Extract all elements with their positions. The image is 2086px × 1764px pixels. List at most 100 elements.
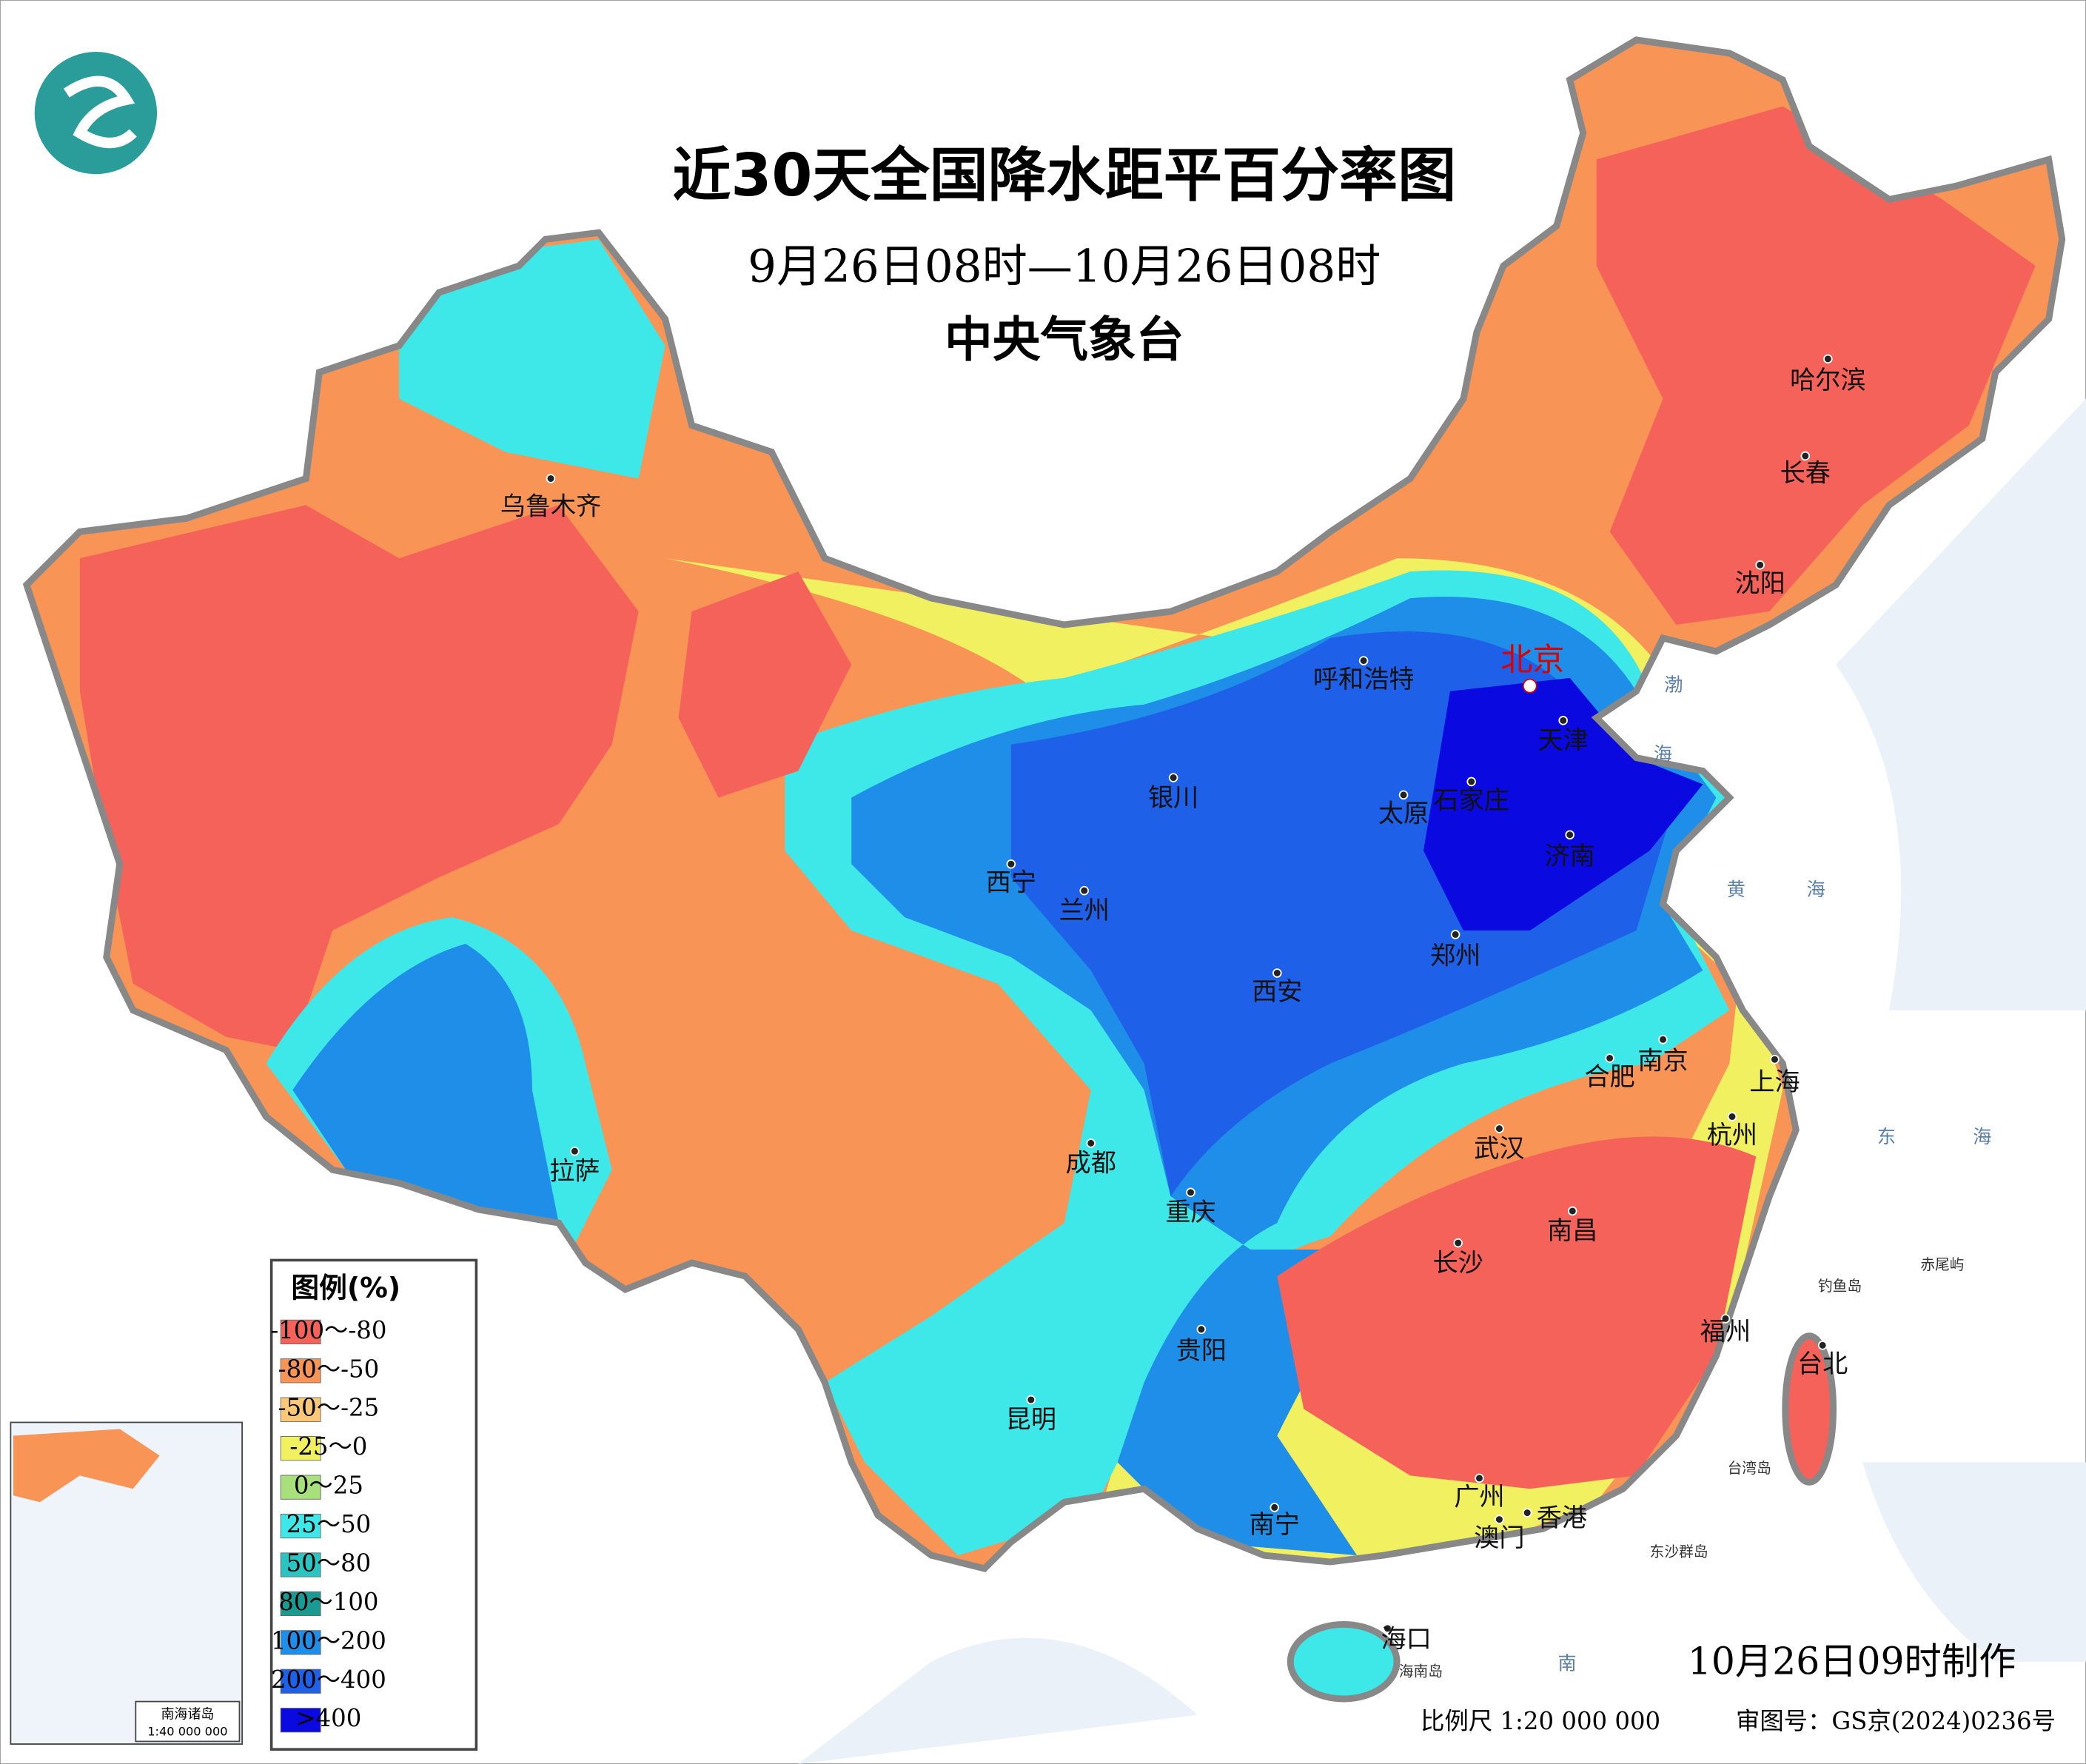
made-time: 10月26日09时制作 [1688, 1639, 2016, 1683]
city-label: 重庆 [1165, 1198, 1215, 1227]
city-label: 郑州 [1430, 941, 1480, 970]
legend-items: -100～-80 -80～-50 -50～-25 -25～0 0～25 25～50 50～8… [270, 1316, 386, 1733]
city-dot [1453, 1238, 1463, 1248]
city-label: 哈尔滨 [1790, 366, 1865, 395]
city-label: 西安 [1252, 977, 1302, 1007]
city-dot [1770, 1054, 1780, 1064]
legend-label: -25～0 [289, 1432, 367, 1461]
island-label: 钓鱼岛 [1818, 1278, 1862, 1295]
city-dot [1475, 1473, 1484, 1483]
city-label: 昆明 [1006, 1405, 1056, 1435]
legend-swatch [280, 1708, 321, 1733]
island-label: 台湾岛 [1728, 1460, 1771, 1477]
city-label: 长沙 [1433, 1248, 1483, 1278]
legend-swatch [280, 1591, 321, 1617]
capital-label: 北京 [1500, 642, 1564, 679]
legend-label: 50～80 [286, 1549, 372, 1577]
city-label: 西宁 [986, 868, 1036, 898]
inset-scale: 1:40 000 000 [147, 1724, 227, 1738]
city-dot [1755, 560, 1765, 570]
city-dot [1398, 790, 1409, 800]
city-label: 太原 [1378, 799, 1429, 828]
city-label: 成都 [1066, 1149, 1116, 1178]
legend-label: -80～-50 [278, 1355, 380, 1383]
field-north-cyan [399, 239, 665, 479]
legend-swatch [280, 1552, 321, 1577]
city-label: 兰州 [1059, 896, 1110, 925]
city-label: 南宁 [1250, 1510, 1300, 1540]
island-label: 海南岛 [1399, 1663, 1443, 1680]
city-dot [1196, 1324, 1207, 1335]
city-dot [546, 474, 556, 483]
city-label: 南京 [1637, 1046, 1688, 1076]
city-label: 台北 [1797, 1349, 1848, 1379]
city-label: 合肥 [1584, 1062, 1634, 1092]
city-label: 天津 [1538, 726, 1589, 756]
subtitle: 9月26日08时—10月26日08时 [748, 241, 1381, 293]
legend-label: 0～25 [294, 1472, 363, 1500]
city-dot [1800, 451, 1811, 461]
city-label: 南昌 [1547, 1216, 1597, 1246]
agency: 中央气象台 [945, 312, 1184, 368]
city-dot [1086, 1138, 1096, 1148]
legend-label: 100～200 [271, 1626, 386, 1654]
city-label: 呼和浩特 [1313, 665, 1415, 694]
city-label: 沈阳 [1735, 569, 1785, 599]
city-label: 银川 [1148, 783, 1198, 813]
city-dot [1358, 656, 1369, 665]
city-label: 贵阳 [1176, 1336, 1227, 1366]
sea-label: 东 [1877, 1126, 1896, 1147]
city-dot [1006, 859, 1016, 869]
city-label: 上海 [1749, 1067, 1800, 1097]
island-label: 东沙群岛 [1650, 1543, 1708, 1560]
city-dot [1466, 777, 1476, 787]
capital-marker [1522, 678, 1537, 694]
city-label: 杭州 [1707, 1121, 1757, 1150]
approval-text: 审图号：GS京(2024)0236号 [1736, 1707, 2056, 1735]
title: 近30天全国降水距平百分率图 [672, 141, 1456, 209]
city-dot [1817, 1341, 1828, 1350]
sea-labels: 渤 海 黄 海 东 海 南 [1558, 674, 1992, 1674]
field-red-mid [678, 571, 852, 798]
city-label: 澳门 [1474, 1523, 1524, 1553]
legend-label: 25～50 [286, 1510, 372, 1538]
legend-label: >400 [295, 1704, 361, 1732]
field-tibet-blue [292, 944, 559, 1224]
field-red-northeast [1596, 106, 2036, 626]
city-dot [1383, 1623, 1392, 1634]
neighbor-land [798, 398, 2086, 1764]
field-taiwan [1785, 1335, 1834, 1483]
city-label: 武汉 [1474, 1134, 1524, 1164]
field-max [1423, 677, 1703, 931]
city-label: 海口 [1381, 1625, 1431, 1654]
city-dot [1720, 1314, 1731, 1324]
city-dot [1658, 1035, 1668, 1044]
sea-label: 海 [1654, 743, 1672, 765]
legend-label: -100～-80 [270, 1316, 386, 1344]
field-red-south [1277, 1136, 1757, 1489]
city-dot [570, 1146, 580, 1156]
inset-land [13, 1429, 160, 1503]
island-labels: 钓鱼岛 赤尾屿 台湾岛 东沙群岛 海南岛 [1399, 1256, 1965, 1680]
city-dot [1026, 1395, 1036, 1405]
inset-title: 南海诸岛 [161, 1707, 214, 1723]
sea-label: 渤 [1664, 674, 1683, 696]
logo-mark [63, 76, 137, 149]
legend-swatch [280, 1513, 321, 1539]
city-dot [1168, 773, 1178, 782]
sea-label: 海 [1807, 879, 1825, 900]
legend-label: -50～-25 [278, 1394, 380, 1422]
legend-swatch [280, 1436, 321, 1461]
city-label: 长春 [1780, 459, 1831, 489]
legend-label: 80～100 [278, 1588, 378, 1616]
island-label: 赤尾屿 [1920, 1256, 1964, 1273]
city-label: 广州 [1454, 1482, 1504, 1512]
city-dot [1079, 885, 1090, 896]
city-dot [1272, 968, 1282, 978]
city-dot [1522, 1508, 1532, 1517]
city-dot [1495, 1515, 1504, 1524]
city-dot [1186, 1187, 1195, 1198]
city-label: 香港 [1537, 1503, 1587, 1533]
legend-title: 图例(%) [291, 1271, 400, 1304]
